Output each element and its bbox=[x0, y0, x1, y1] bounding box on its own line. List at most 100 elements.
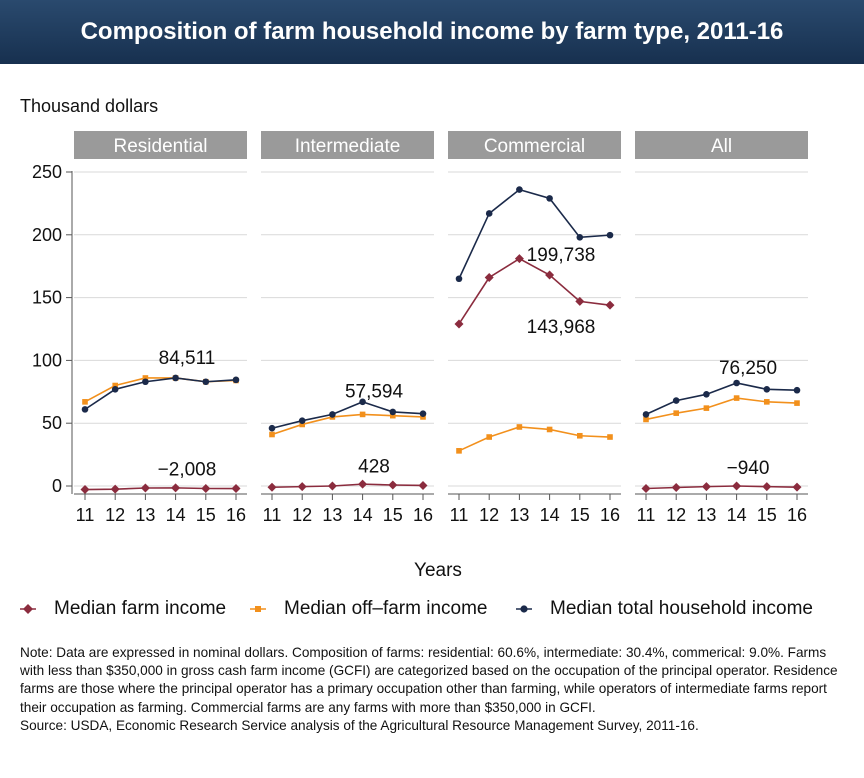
x-tick-label: 12 bbox=[292, 505, 312, 525]
data-label: 84,511 bbox=[159, 348, 216, 369]
notes: Note: Data are expressed in nominal doll… bbox=[20, 644, 850, 735]
data-point bbox=[643, 416, 649, 423]
data-point bbox=[607, 434, 613, 440]
x-tick-label: 14 bbox=[727, 505, 747, 525]
data-point bbox=[606, 231, 614, 239]
data-point bbox=[419, 410, 427, 417]
data-point bbox=[703, 405, 710, 411]
data-point bbox=[455, 275, 463, 283]
y-tick-label: 250 bbox=[32, 162, 62, 182]
data-point bbox=[268, 424, 276, 432]
data-point bbox=[671, 483, 681, 493]
x-tick-label: 11 bbox=[263, 505, 282, 525]
data-point bbox=[298, 417, 306, 424]
data-point bbox=[454, 319, 464, 329]
legend-label: Median farm income bbox=[54, 598, 227, 619]
data-label: 57,594 bbox=[345, 382, 404, 403]
note-text: Note: Data are expressed in nominal doll… bbox=[20, 645, 838, 715]
data-point bbox=[111, 385, 119, 393]
data-label: 76,250 bbox=[719, 358, 777, 379]
line-chart: Thousand dollars 0 50 100 150 200 250 Residenti… bbox=[20, 96, 808, 581]
data-point bbox=[794, 400, 800, 406]
series-line bbox=[271, 483, 424, 489]
legend-label: Median off–farm income bbox=[284, 598, 488, 619]
x-tick-label: 15 bbox=[196, 505, 216, 525]
x-tick-label: 15 bbox=[757, 505, 777, 525]
data-point bbox=[516, 424, 523, 430]
chart-title: Composition of farm household income by … bbox=[80, 18, 784, 45]
y-tick-label: 100 bbox=[32, 350, 62, 370]
data-point bbox=[762, 482, 772, 492]
series-line bbox=[645, 382, 798, 416]
data-point bbox=[140, 483, 150, 493]
series-line bbox=[458, 188, 611, 280]
y-axis-label: Thousand dollars bbox=[20, 96, 158, 116]
data-point bbox=[605, 300, 615, 310]
series-line bbox=[645, 485, 798, 490]
x-tick-label: 13 bbox=[509, 505, 529, 525]
data-point bbox=[792, 482, 802, 492]
x-tick-label: 15 bbox=[570, 505, 590, 525]
x-tick-label: 16 bbox=[413, 505, 433, 525]
data-point bbox=[110, 484, 120, 494]
x-tick-label: 11 bbox=[450, 505, 469, 525]
data-point bbox=[672, 397, 680, 404]
panel-title: Commercial bbox=[484, 136, 585, 157]
data-point bbox=[793, 386, 801, 394]
circle-marker-icon bbox=[516, 605, 532, 613]
panel-header bbox=[261, 131, 434, 159]
series-line bbox=[271, 413, 424, 436]
data-point bbox=[732, 481, 742, 491]
x-tick-label: 14 bbox=[353, 505, 373, 525]
data-label: −940 bbox=[727, 458, 770, 479]
data-point bbox=[703, 391, 710, 398]
x-tick-label: 12 bbox=[479, 505, 499, 525]
data-point bbox=[641, 484, 651, 494]
x-tick-label: 12 bbox=[666, 505, 686, 525]
x-tick-label: 13 bbox=[135, 505, 155, 525]
data-point bbox=[484, 273, 494, 283]
data-point bbox=[202, 378, 210, 386]
series-line bbox=[84, 487, 237, 491]
data-point bbox=[297, 482, 307, 492]
panel-header bbox=[74, 131, 247, 159]
data-point bbox=[82, 399, 88, 405]
data-point bbox=[232, 376, 240, 384]
data-point bbox=[142, 378, 149, 386]
data-point bbox=[546, 195, 553, 202]
square-marker-icon bbox=[250, 606, 266, 612]
x-tick-label: 14 bbox=[166, 505, 186, 525]
data-point bbox=[701, 482, 711, 492]
data-point bbox=[267, 482, 277, 492]
data-point bbox=[81, 406, 89, 413]
data-point bbox=[673, 410, 679, 416]
data-point bbox=[733, 395, 740, 401]
data-point bbox=[142, 375, 149, 381]
data-label: −2,008 bbox=[158, 460, 217, 481]
legend: Median farm income Median off–farm incom… bbox=[0, 594, 864, 624]
series-line bbox=[84, 377, 237, 411]
x-tick-label: 16 bbox=[226, 505, 246, 525]
source-text: Source: USDA, Economic Research Service … bbox=[20, 717, 699, 733]
x-tick-label: 13 bbox=[696, 505, 716, 525]
data-point bbox=[486, 434, 492, 440]
data-label: 199,738 bbox=[527, 245, 596, 266]
y-tick-label: 0 bbox=[52, 476, 62, 496]
y-tick-label: 50 bbox=[42, 413, 62, 433]
data-point bbox=[201, 484, 211, 494]
data-point bbox=[642, 411, 650, 418]
panel-header bbox=[635, 131, 808, 159]
series-line bbox=[271, 400, 424, 430]
y-tick-label: 150 bbox=[32, 288, 62, 308]
y-tick-label: 200 bbox=[32, 225, 62, 245]
data-point bbox=[514, 254, 524, 264]
data-point bbox=[389, 408, 397, 416]
diamond-marker-icon bbox=[20, 604, 36, 614]
data-point bbox=[112, 382, 118, 389]
panel-title: All bbox=[711, 136, 732, 157]
data-point bbox=[575, 296, 585, 306]
x-tick-label: 15 bbox=[383, 505, 403, 525]
panel-title: Residential bbox=[114, 136, 208, 157]
data-point bbox=[269, 431, 275, 438]
series-line bbox=[645, 397, 798, 421]
